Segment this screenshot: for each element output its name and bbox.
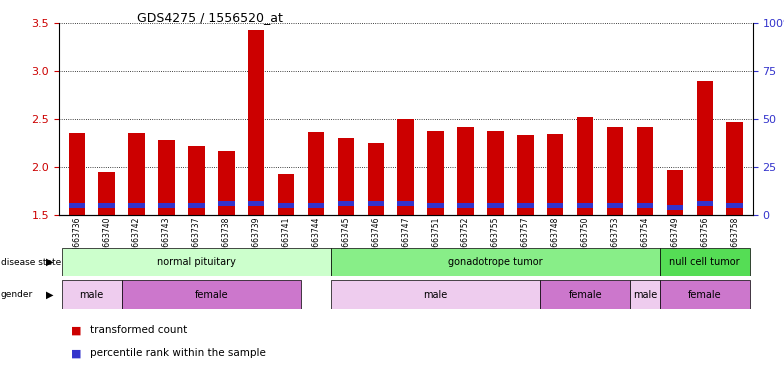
Bar [660, 248, 750, 276]
Bar [308, 131, 325, 215]
Bar [218, 201, 234, 206]
Text: male: male [79, 290, 103, 300]
Bar [158, 140, 175, 215]
Bar [427, 203, 444, 208]
Bar [278, 203, 294, 208]
Bar [129, 134, 145, 215]
Text: ■: ■ [71, 325, 81, 335]
Bar [637, 203, 653, 208]
Text: ■: ■ [71, 348, 81, 358]
Bar [607, 127, 623, 215]
Text: ▶: ▶ [45, 257, 53, 267]
Bar [607, 203, 623, 208]
Bar [129, 203, 145, 208]
Bar [577, 203, 593, 208]
Bar [397, 201, 414, 206]
Bar [368, 143, 384, 215]
Bar [62, 280, 122, 309]
Text: male: male [423, 290, 448, 300]
Text: female: female [688, 290, 721, 300]
Text: GDS4275 / 1556520_at: GDS4275 / 1556520_at [137, 12, 283, 25]
Bar [727, 203, 743, 208]
Bar [666, 170, 683, 215]
Bar [331, 248, 660, 276]
Bar [278, 174, 294, 215]
Bar [68, 203, 85, 208]
Bar [517, 136, 534, 215]
Bar [158, 203, 175, 208]
Bar [188, 146, 205, 215]
Bar [487, 203, 503, 208]
Bar [487, 131, 503, 215]
Bar [457, 203, 474, 208]
Bar [457, 127, 474, 215]
Bar [397, 119, 414, 215]
Bar [696, 81, 713, 215]
Bar [630, 280, 660, 309]
Bar [308, 203, 325, 208]
Bar [727, 122, 743, 215]
Bar [218, 151, 234, 215]
Bar [547, 203, 564, 208]
Bar [99, 203, 115, 208]
Bar [517, 203, 534, 208]
Bar [188, 203, 205, 208]
Text: female: female [568, 290, 602, 300]
Text: gonadotrope tumor: gonadotrope tumor [448, 257, 543, 267]
Bar [577, 117, 593, 215]
Bar [68, 134, 85, 215]
Bar [637, 127, 653, 215]
Bar [696, 201, 713, 206]
Text: percentile rank within the sample: percentile rank within the sample [90, 348, 266, 358]
Bar [338, 138, 354, 215]
Text: transformed count: transformed count [90, 325, 187, 335]
Bar [660, 280, 750, 309]
Bar [540, 280, 630, 309]
Bar [666, 205, 683, 210]
Bar [62, 248, 331, 276]
Bar [331, 280, 540, 309]
Bar [427, 131, 444, 215]
Bar [248, 30, 264, 215]
Bar [368, 201, 384, 206]
Text: gender: gender [1, 290, 33, 299]
Text: disease state: disease state [1, 258, 61, 266]
Text: null cell tumor: null cell tumor [670, 257, 740, 267]
Bar [547, 134, 564, 215]
Bar [99, 172, 115, 215]
Text: female: female [194, 290, 228, 300]
Text: ▶: ▶ [45, 290, 53, 300]
Bar [122, 280, 301, 309]
Bar [338, 201, 354, 206]
Bar [248, 201, 264, 206]
Text: male: male [633, 290, 657, 300]
Text: normal pituitary: normal pituitary [157, 257, 236, 267]
